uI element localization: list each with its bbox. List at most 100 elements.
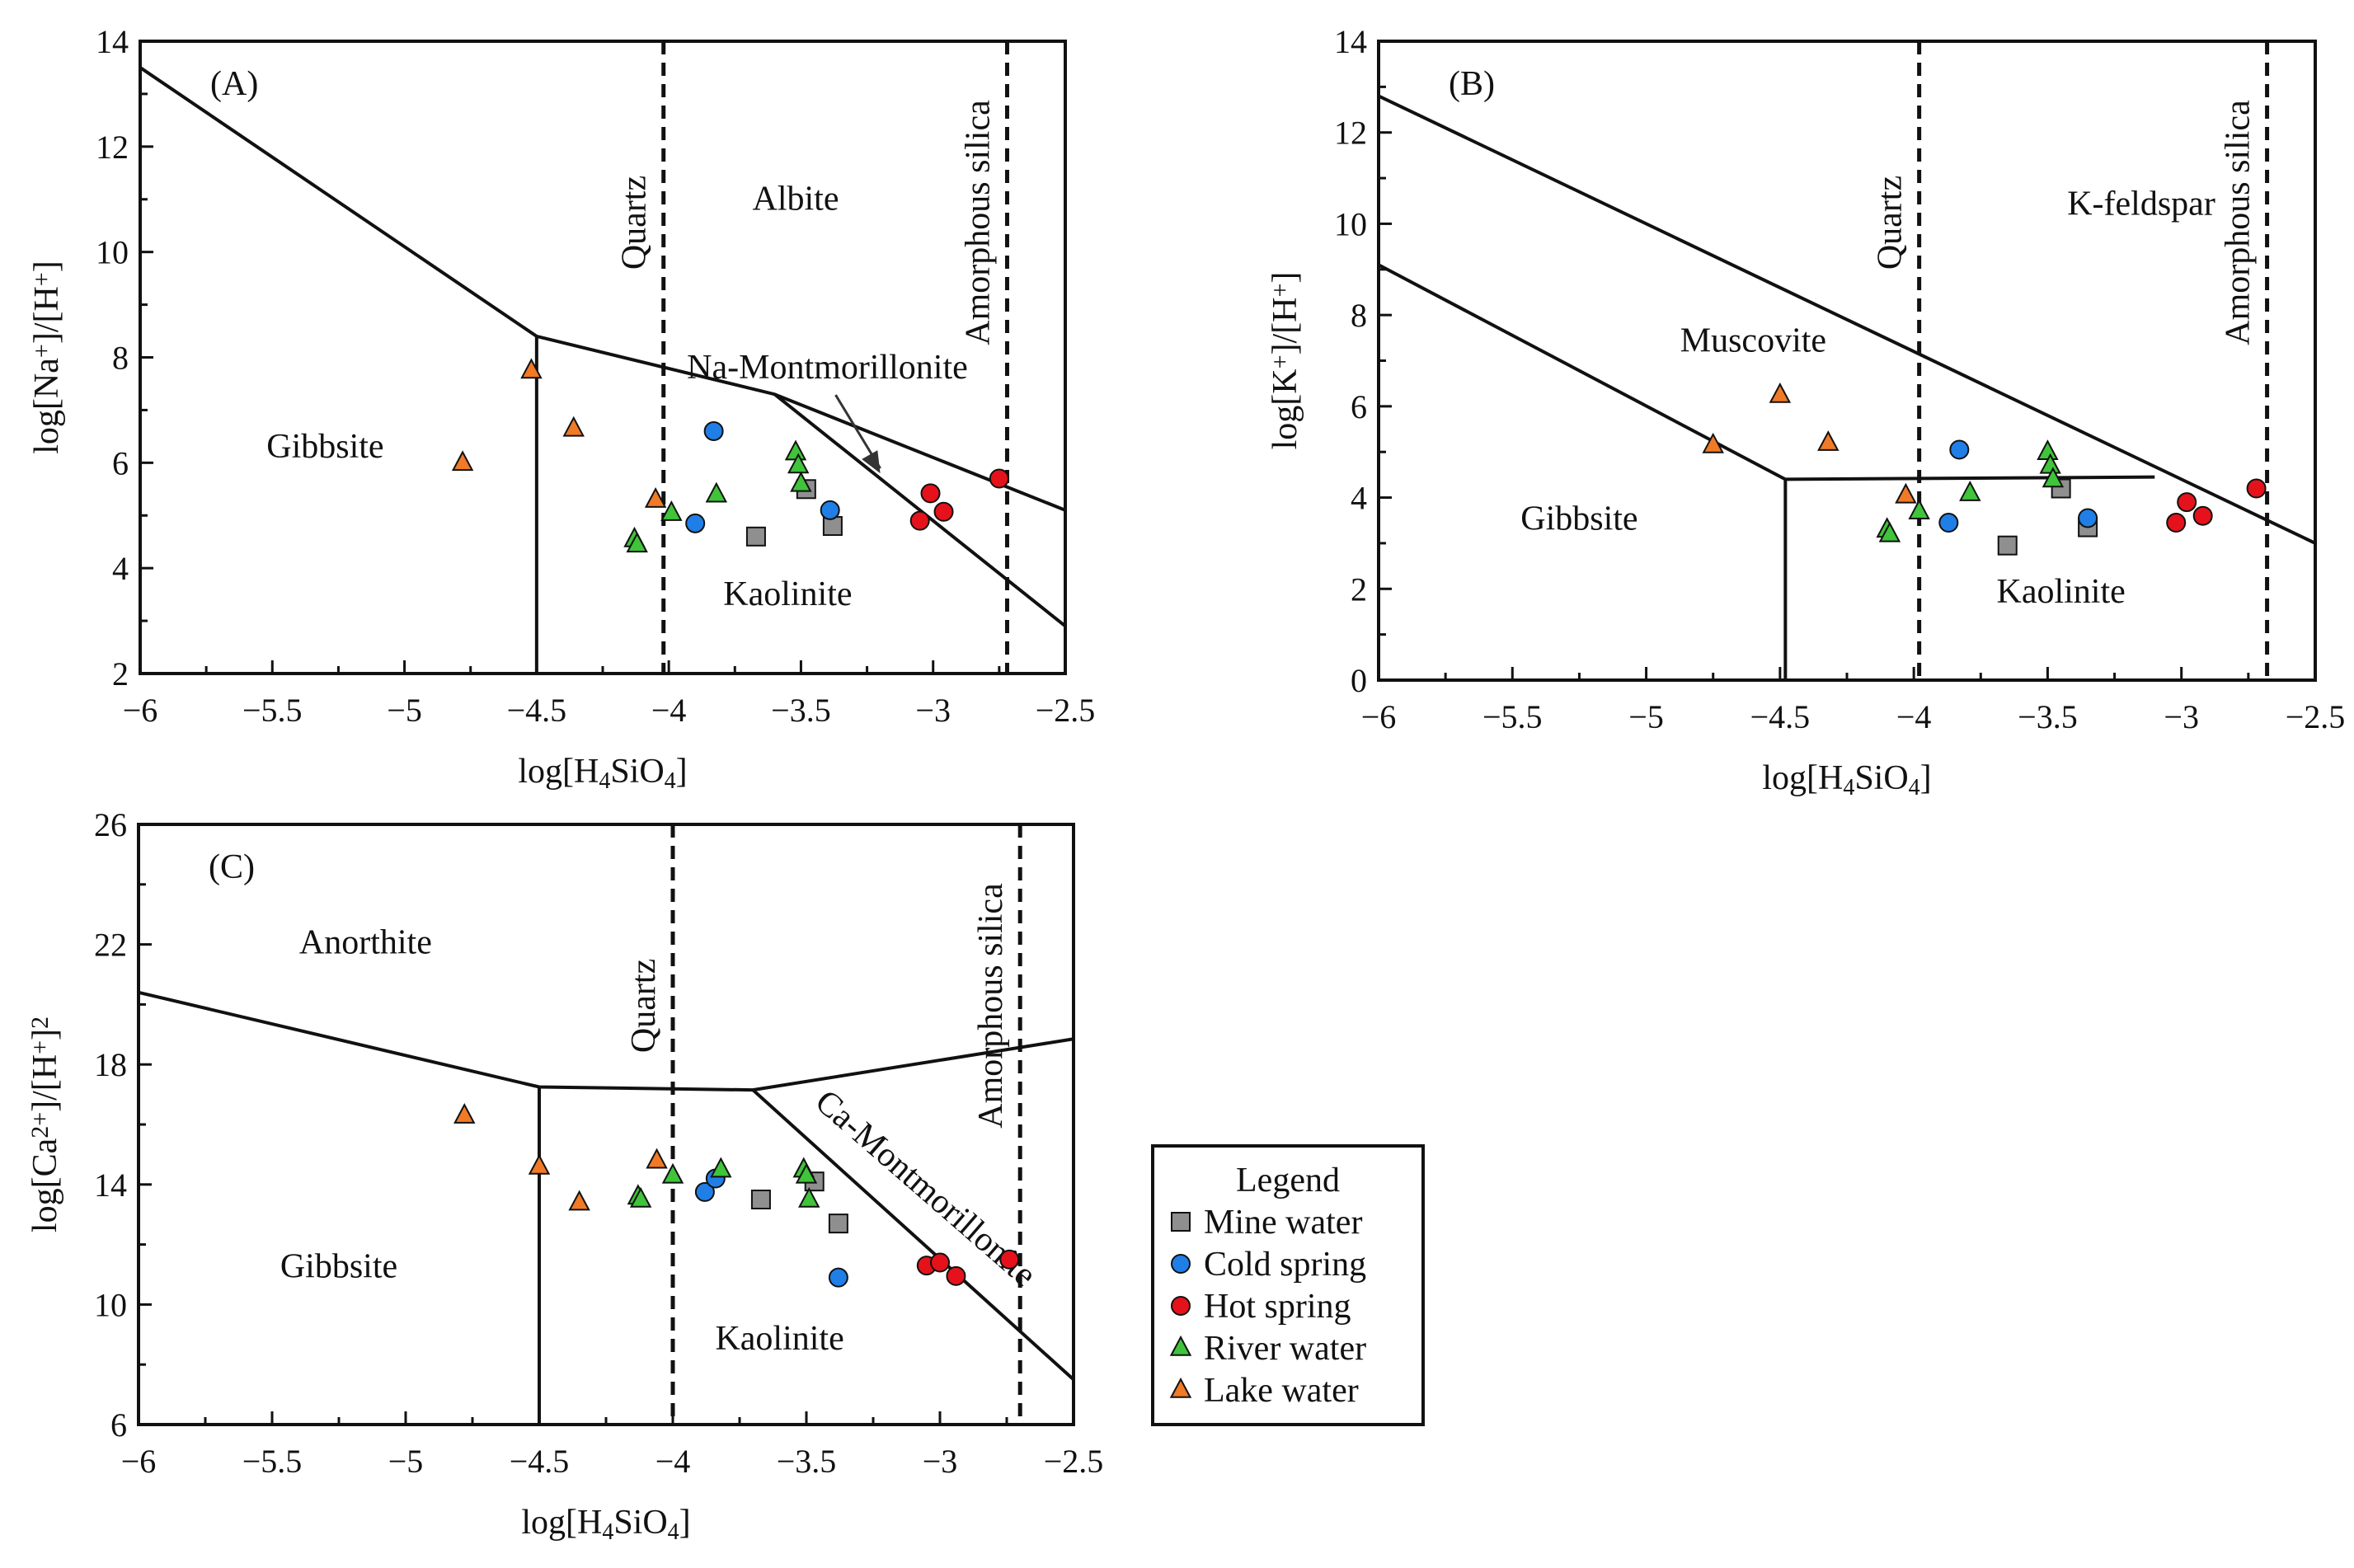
- x-tick-label: −4: [651, 692, 687, 729]
- data-point-hot: [930, 1252, 950, 1273]
- quartz-label: Quartz: [625, 959, 663, 1053]
- data-point-lake: [528, 1153, 551, 1175]
- legend-marker-hot: [1171, 1296, 1191, 1316]
- x-tick-label: −3.5: [2018, 698, 2078, 735]
- region-label: Kaolinite: [715, 1320, 843, 1358]
- data-point-cold: [2078, 508, 2098, 528]
- plot-frame: [137, 823, 1075, 1426]
- y-tick-label: 14: [96, 23, 129, 60]
- x-tick-label: −2.5: [1036, 692, 1096, 729]
- y-tick-label: 14: [94, 1167, 127, 1204]
- data-point-river: [2042, 467, 2065, 488]
- data-point-cold: [820, 500, 840, 520]
- x-axis-title: log[H4SiO4]: [518, 753, 687, 794]
- region-label: Albite: [753, 181, 839, 218]
- x-axis-title: log[H4SiO4]: [1762, 759, 1931, 800]
- y-tick-label: 10: [94, 1286, 127, 1323]
- data-point-hot: [933, 501, 954, 522]
- y-tick-label: 4: [112, 550, 129, 587]
- quartz-label: Quartz: [1872, 176, 1910, 270]
- x-tick-label: −4.5: [507, 692, 567, 729]
- panel-label: (A): [210, 65, 258, 103]
- legend-label-river: River water: [1204, 1330, 1366, 1368]
- y-tick-label: 6: [1351, 388, 1367, 425]
- x-tick-label: −5.5: [242, 692, 303, 729]
- x-tick-label: −4.5: [1750, 698, 1811, 735]
- x-tick-label: −3: [2164, 698, 2199, 735]
- data-point-river: [1959, 480, 1981, 501]
- y-tick-label: 6: [110, 1406, 127, 1444]
- y-tick-label: 10: [1334, 205, 1367, 242]
- data-point-hot: [920, 483, 941, 504]
- x-tick-label: −3.5: [771, 692, 831, 729]
- x-tick-label: −6: [121, 1443, 157, 1480]
- data-point-lake: [1895, 482, 1917, 504]
- y-tick-label: 8: [112, 340, 129, 377]
- annotation-label: Na-Montmorillonite: [687, 349, 968, 387]
- data-point-lake: [644, 486, 667, 508]
- data-point-river: [784, 439, 807, 461]
- x-tick-label: −6: [123, 692, 158, 729]
- panel-a: −6 −5.5 −5 −4.5 −4 −3.5 −3 −2.5 2 4 6 8 10 12 14 log[H4…: [28, 23, 1096, 794]
- x-tick-label: −6: [1361, 698, 1397, 735]
- data-point-river: [629, 1186, 652, 1208]
- y-tick-label: 26: [94, 806, 127, 843]
- data-point-river: [795, 1162, 818, 1184]
- phase-boundary: [751, 1088, 1075, 1381]
- phase-boundary: [138, 990, 1074, 1092]
- y-tick-label: 18: [94, 1046, 127, 1083]
- x-tick-label: −4: [1896, 698, 1932, 735]
- data-point-lake: [453, 1102, 476, 1124]
- legend-label-cold: Cold spring: [1204, 1246, 1366, 1284]
- data-point-river: [798, 1186, 820, 1208]
- data-point-hot: [2177, 492, 2197, 513]
- data-point-cold: [1938, 513, 1959, 533]
- data-point-river: [710, 1157, 732, 1178]
- y-tick-label: 2: [1351, 570, 1367, 608]
- legend-label-hot: Hot spring: [1204, 1288, 1351, 1326]
- y-tick-label: 10: [96, 234, 129, 271]
- data-point-hot: [946, 1265, 966, 1286]
- legend-item-lake: Lake water: [1169, 1372, 1359, 1410]
- data-point-hot: [2192, 505, 2213, 526]
- data-point-river: [2037, 439, 2059, 460]
- data-point-mine: [1997, 535, 2018, 556]
- x-tick-label: −4: [655, 1443, 691, 1480]
- x-tick-label: −3: [923, 1443, 958, 1480]
- annotation-arrowhead: [862, 450, 881, 474]
- data-point-hot: [2246, 478, 2267, 499]
- amorphous-silica-label: Amorphous silica: [959, 100, 997, 345]
- legend-item-cold: Cold spring: [1171, 1246, 1366, 1284]
- region-label: Kaolinite: [723, 575, 852, 613]
- data-point-river: [790, 471, 812, 492]
- phase-boundary: [1378, 263, 2155, 481]
- data-point-lake: [451, 450, 474, 472]
- quartz-label: Quartz: [616, 176, 654, 270]
- y-tick-label: 12: [1334, 115, 1367, 152]
- data-point-river: [1878, 521, 1901, 542]
- data-point-cold: [685, 513, 706, 533]
- data-point-river: [661, 1162, 684, 1184]
- y-tick-label: 0: [1351, 662, 1367, 699]
- data-point-cold: [1949, 439, 1970, 460]
- data-point-mine: [750, 1190, 771, 1209]
- data-point-cold: [694, 1181, 715, 1202]
- legend-box: [1151, 1144, 1425, 1426]
- legend-item-hot: Hot spring: [1171, 1288, 1351, 1326]
- legend-marker-lake: [1169, 1377, 1192, 1398]
- data-point-lake: [568, 1190, 590, 1211]
- x-tick-label: −3.5: [777, 1443, 837, 1480]
- x-tick-label: −5: [1628, 698, 1664, 735]
- y-axis-title: log[Na+]/[H+]: [28, 261, 67, 453]
- x-tick-label: −5: [388, 1443, 424, 1480]
- x-tick-label: −5.5: [242, 1443, 303, 1480]
- amorphous-silica-label: Amorphous silica: [972, 883, 1010, 1129]
- data-point-cold: [703, 420, 724, 441]
- panel-label: (B): [1449, 65, 1495, 103]
- legend-item-mine: Mine water: [1171, 1204, 1362, 1242]
- x-tick-label: −3: [915, 692, 951, 729]
- legend-label-mine: Mine water: [1204, 1204, 1362, 1242]
- data-point-lake: [646, 1148, 668, 1169]
- region-label: Anorthite: [299, 924, 432, 962]
